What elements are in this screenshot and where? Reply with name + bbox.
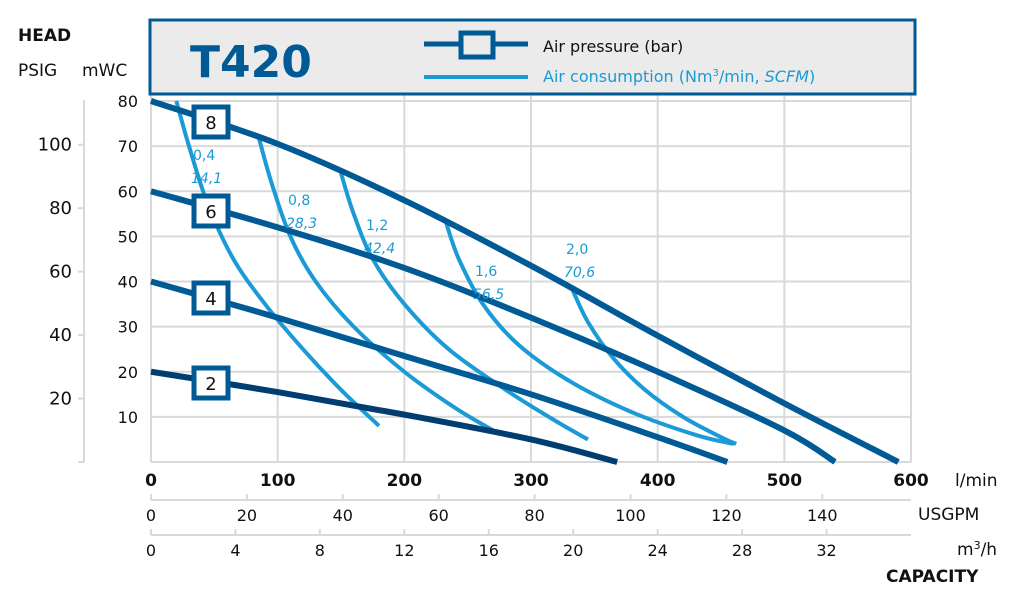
pressure-marker-label: 6 bbox=[205, 202, 216, 223]
lmin-unit: l/min bbox=[955, 471, 998, 491]
legend-box bbox=[148, 18, 917, 96]
pressure-marker-4 bbox=[191, 280, 231, 316]
usgpm-tick-label: 0 bbox=[146, 506, 156, 525]
capacity-axes: 0 100 200 300 400 500 600 0 20 40 60 80 100 120 140 0 4 8… bbox=[145, 471, 929, 560]
consumption-label-scfm: 70,6 bbox=[564, 265, 595, 281]
usgpm-unit: USGPM bbox=[918, 505, 979, 525]
usgpm-tick-label: 20 bbox=[237, 506, 257, 525]
mwc-axis: 80 70 60 50 40 30 20 10 bbox=[118, 92, 138, 427]
pressure-curve-2 bbox=[150, 368, 618, 465]
pressure-curves bbox=[150, 98, 900, 465]
consumption-curve-1-6 bbox=[444, 222, 735, 446]
consumption-curve-0-8 bbox=[256, 136, 495, 433]
head-label: HEAD bbox=[18, 26, 71, 46]
lmin-tick-label: 400 bbox=[640, 471, 676, 491]
m3h-tick-label: 28 bbox=[732, 541, 752, 560]
legend-pressure-swatch bbox=[424, 30, 528, 60]
pressure-marker-2 bbox=[191, 365, 231, 401]
consumption-curves bbox=[174, 100, 738, 446]
mwc-tick-label: 10 bbox=[118, 408, 138, 427]
m3h-tick-label: 20 bbox=[563, 541, 583, 560]
mwc-tick-label: 40 bbox=[118, 273, 138, 292]
consumption-label-scfm: 14,1 bbox=[191, 171, 222, 187]
pressure-curve-4 bbox=[150, 278, 729, 465]
usgpm-tick-label: 100 bbox=[615, 506, 646, 525]
lmin-tick-label: 0 bbox=[145, 471, 157, 491]
grid bbox=[150, 95, 912, 463]
consumption-curve-1-2 bbox=[339, 172, 589, 442]
lmin-tick-label: 100 bbox=[260, 471, 296, 491]
capacity-label: CAPACITY bbox=[886, 567, 979, 587]
usgpm-tick-label: 40 bbox=[333, 506, 353, 525]
mwc-tick-label: 60 bbox=[118, 182, 138, 201]
lmin-tick-label: 200 bbox=[387, 471, 423, 491]
consumption-label-scfm: 42,4 bbox=[364, 241, 395, 257]
psig-axis: 100 80 60 40 20 bbox=[38, 100, 85, 463]
legend-consumption-label: Air consumption (Nm3/min, SCFM) bbox=[543, 67, 815, 86]
curve-labels: 8 6 4 2 0,4 14,1 0,8 28,3 1,2 42,4 1,6 56,5 2,0 70,6 bbox=[191, 104, 595, 401]
consumption-label-nm3: 0,8 bbox=[288, 193, 310, 209]
consumption-label-nm3: 0,4 bbox=[193, 148, 215, 164]
consumption-label-nm3: 2,0 bbox=[566, 242, 588, 258]
lmin-tick-label: 600 bbox=[893, 471, 929, 491]
m3h-tick-label: 4 bbox=[230, 541, 240, 560]
usgpm-tick-label: 140 bbox=[807, 506, 838, 525]
mwc-tick-label: 30 bbox=[118, 318, 138, 337]
psig-tick-label: 60 bbox=[49, 262, 72, 283]
lmin-tick-label: 300 bbox=[513, 471, 549, 491]
psig-tick-label: 20 bbox=[49, 389, 72, 410]
consumption-label-nm3: 1,2 bbox=[366, 218, 388, 234]
m3h-tick-label: 0 bbox=[146, 541, 156, 560]
usgpm-tick-label: 80 bbox=[524, 506, 544, 525]
m3h-tick-label: 16 bbox=[479, 541, 499, 560]
m3h-tick-label: 8 bbox=[315, 541, 325, 560]
chart-title: T420 bbox=[190, 37, 312, 88]
pressure-marker-label: 4 bbox=[205, 289, 216, 310]
usgpm-tick-label: 120 bbox=[711, 506, 742, 525]
pressure-marker-label: 8 bbox=[205, 113, 216, 134]
m3h-tick-label: 12 bbox=[394, 541, 414, 560]
mwc-tick-label: 70 bbox=[118, 137, 138, 156]
mwc-label: mWC bbox=[82, 61, 127, 81]
m3h-tick-label: 32 bbox=[816, 541, 836, 560]
psig-label: PSIG bbox=[18, 61, 57, 81]
pressure-curve-6 bbox=[150, 188, 837, 465]
mwc-tick-label: 50 bbox=[118, 227, 138, 246]
consumption-label-nm3: 1,6 bbox=[475, 264, 497, 280]
m3h-tick-label: 24 bbox=[647, 541, 667, 560]
psig-tick-label: 100 bbox=[38, 135, 72, 156]
pressure-marker-label: 2 bbox=[205, 374, 216, 395]
consumption-curve-2-0 bbox=[570, 289, 738, 446]
m3h-unit: m3/h bbox=[957, 539, 997, 560]
mwc-tick-label: 80 bbox=[118, 92, 138, 111]
pressure-curve-8 bbox=[150, 98, 900, 465]
usgpm-tick-label: 60 bbox=[429, 506, 449, 525]
psig-tick-label: 80 bbox=[49, 198, 72, 219]
psig-tick-label: 40 bbox=[49, 325, 72, 346]
consumption-label-scfm: 56,5 bbox=[473, 287, 504, 303]
pressure-marker-6 bbox=[191, 193, 231, 229]
consumption-label-scfm: 28,3 bbox=[286, 216, 317, 232]
legend-pressure-label: Air pressure (bar) bbox=[543, 37, 683, 56]
consumption-curve-0-4 bbox=[174, 100, 381, 428]
pressure-marker-8 bbox=[191, 104, 231, 140]
mwc-tick-label: 20 bbox=[118, 363, 138, 382]
lmin-tick-label: 500 bbox=[767, 471, 803, 491]
